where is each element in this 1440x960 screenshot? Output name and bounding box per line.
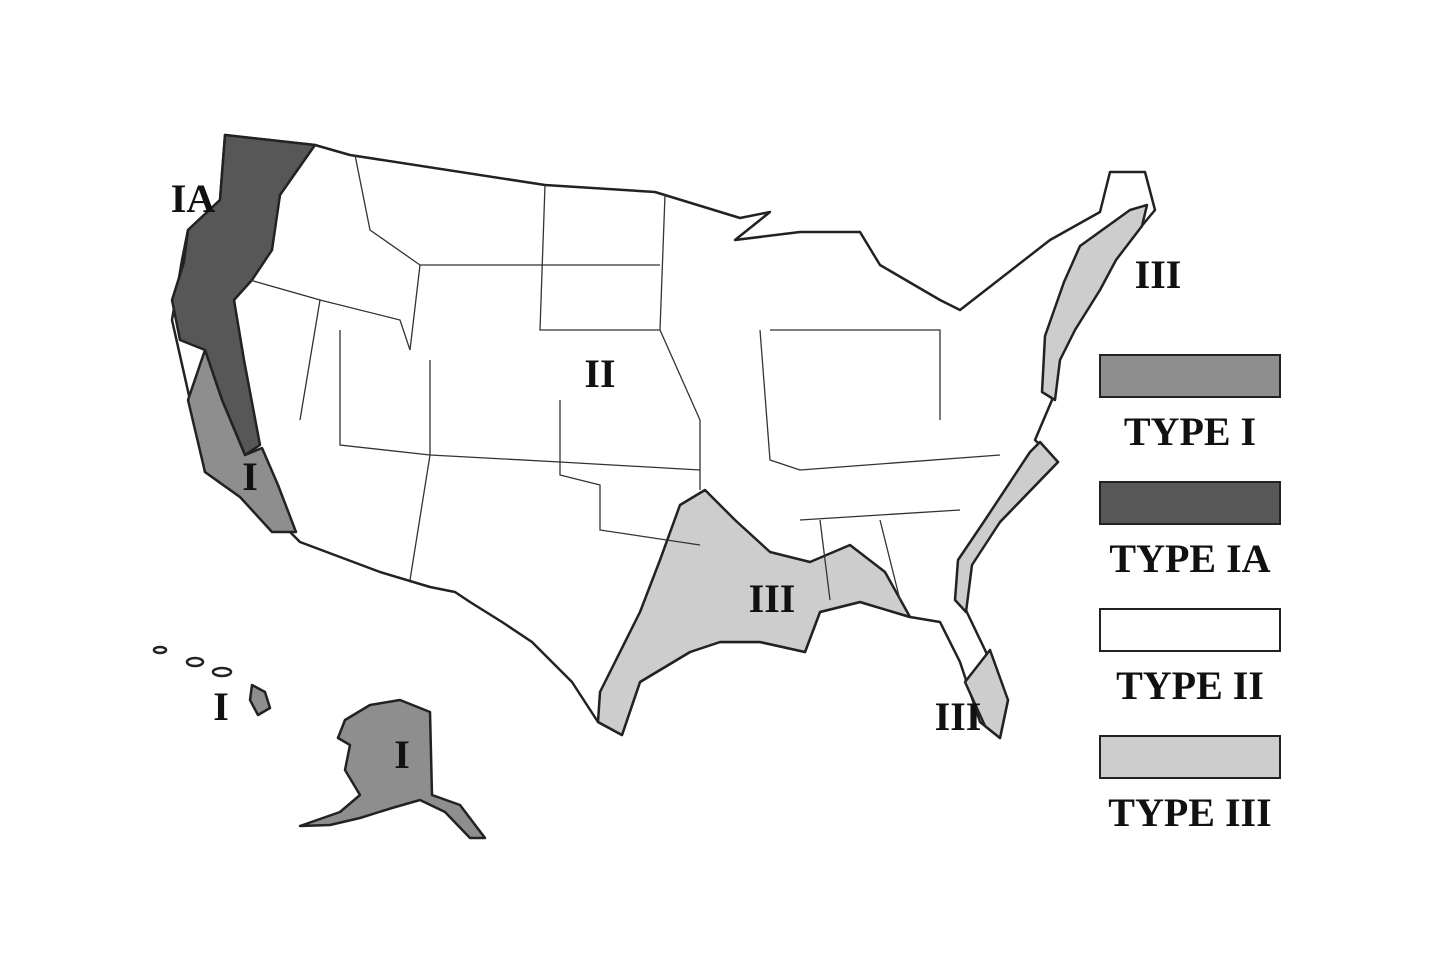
legend-swatch	[1099, 735, 1281, 779]
legend-swatch	[1099, 354, 1281, 398]
legend-label: TYPE I	[1124, 409, 1256, 454]
island	[185, 656, 205, 668]
region-label: III	[935, 694, 982, 739]
alaska	[298, 698, 487, 840]
legend-swatch	[1099, 608, 1281, 652]
region-type-iii-gulf	[596, 488, 912, 737]
legend-label: TYPE II	[1116, 663, 1264, 708]
region-label: I	[242, 454, 258, 499]
island	[152, 645, 168, 655]
region-type-iii-northeast	[1040, 203, 1149, 402]
region-label: III	[1135, 252, 1182, 297]
region-label: II	[584, 351, 615, 396]
state-lines	[249, 154, 1001, 601]
region-label: I	[213, 684, 229, 729]
region-label: IA	[171, 176, 216, 221]
region-type-iii-florida	[963, 648, 1010, 740]
legend-label: TYPE IA	[1109, 536, 1270, 581]
region-type-iii-atlantic	[953, 440, 1060, 614]
island	[248, 683, 272, 717]
island	[211, 666, 233, 678]
region-type-i-california	[186, 348, 298, 534]
legend-label: TYPE III	[1108, 790, 1271, 835]
region-label: I	[394, 732, 410, 777]
legend-swatch	[1099, 481, 1281, 525]
region-label: III	[749, 576, 796, 621]
hawaii	[152, 645, 272, 717]
legend: TYPE I TYPE IA TYPE II TYPE III	[1099, 354, 1281, 835]
